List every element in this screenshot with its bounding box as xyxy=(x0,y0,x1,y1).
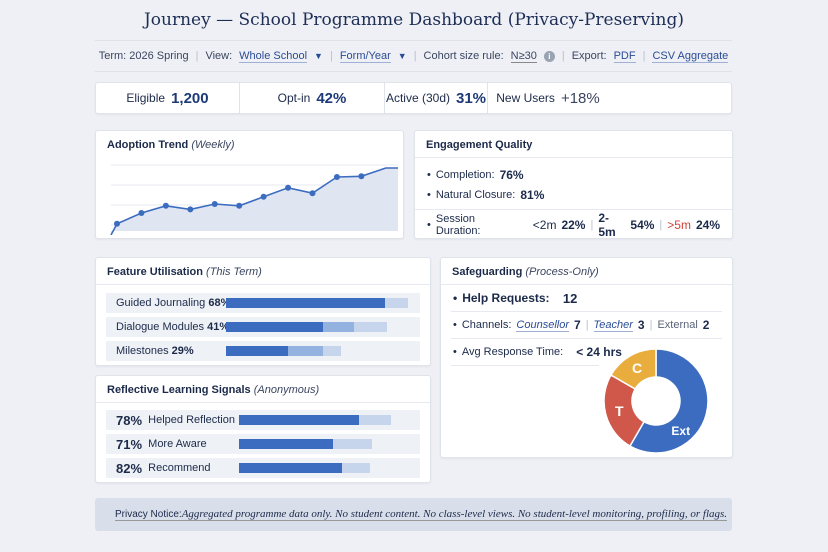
kpi-label: Eligible xyxy=(126,91,166,105)
donut-label: C xyxy=(632,360,642,376)
trend-point xyxy=(187,206,194,213)
chevron-down-icon[interactable]: ▼ xyxy=(397,51,407,61)
view-dropdown[interactable]: Whole School xyxy=(239,49,308,63)
trend-point xyxy=(260,193,267,200)
export-pdf-link[interactable]: PDF xyxy=(613,49,636,63)
feature-row: Dialogue Modules 41% xyxy=(106,317,420,337)
privacy-notice: Privacy Notice:Aggregated programme data… xyxy=(95,498,732,531)
kpi-strip: Eligible 1,200 Opt-in 42% Active (30d) 31% … xyxy=(95,82,732,114)
donut-label: T xyxy=(615,403,624,419)
export-csv-link[interactable]: CSV Aggregate xyxy=(652,49,729,63)
adoption-line-chart xyxy=(110,164,398,235)
filter-bar: Term: 2026 Spring | View: Whole School ▼ | … xyxy=(95,40,732,72)
trend-point xyxy=(211,201,218,207)
export-label: Export: xyxy=(571,50,607,62)
kpi-value: 1,200 xyxy=(171,89,209,107)
trend-line xyxy=(110,167,398,235)
info-icon[interactable]: i xyxy=(543,50,555,62)
trend-point xyxy=(138,210,145,216)
cohort-label: Cohort size rule: xyxy=(423,50,504,62)
trend-point xyxy=(162,202,169,209)
kpi-opt-in: Opt-in 42% xyxy=(240,83,385,113)
signal-row: 78% Helped Reflection xyxy=(106,410,420,430)
signal-bar xyxy=(239,463,342,473)
donut-label: Ext xyxy=(671,424,690,438)
card-title: Adoption Trend (Weekly) xyxy=(107,139,235,151)
session-duration-stat: • Session Duration: <2m 22% | 2-5m 54% | >5m… xyxy=(415,209,732,239)
kpi-active: Active (30d) 31% xyxy=(385,83,488,113)
card-title: Safeguarding (Process-Only) xyxy=(441,258,732,285)
term-filter[interactable]: Term: 2026 Spring xyxy=(98,50,189,62)
donut-slice-c xyxy=(609,348,657,391)
kpi-eligible: Eligible 1,200 xyxy=(96,83,240,113)
adoption-trend-card: Adoption Trend (Weekly) xyxy=(95,130,404,239)
response-time-stat: • Avg Response Time: < 24 hrs xyxy=(451,339,622,366)
view-label: View: xyxy=(205,50,233,62)
feature-row: Guided Journaling 68% xyxy=(106,293,420,313)
cohort-value: N≥30 xyxy=(510,49,537,63)
natural-closure-stat: • Natural Closure: 81% xyxy=(427,188,545,202)
kpi-value: 42% xyxy=(316,89,347,107)
card-title: Engagement Quality xyxy=(415,131,732,158)
channels-stat: • Channels: Counsellor 7 | Teacher 3 | Exter… xyxy=(451,312,722,339)
trend-point xyxy=(114,220,120,227)
kpi-new-users: New Users +18% xyxy=(488,83,608,113)
form-year-dropdown[interactable]: Form/Year xyxy=(339,49,391,63)
feature-bar xyxy=(226,346,288,356)
trend-area xyxy=(111,168,398,235)
card-title: Reflective Learning Signals (Anonymous) xyxy=(96,376,430,403)
kpi-label: Opt-in xyxy=(277,91,311,105)
signal-bar xyxy=(239,439,333,449)
engagement-quality-card: Engagement Quality • Completion: 76% • Na… xyxy=(414,130,733,239)
counsellor-link[interactable]: Counsellor xyxy=(516,318,569,332)
page-title: Journey — School Programme Dashboard (Pr… xyxy=(143,10,684,30)
feature-bar xyxy=(226,322,323,332)
channels-donut-chart: Ext T C xyxy=(603,348,709,454)
privacy-label: Privacy Notice: xyxy=(115,509,182,520)
kpi-label: Active (30d) xyxy=(385,91,450,105)
donut-slice-ext xyxy=(628,348,709,454)
feature-bar xyxy=(226,298,385,308)
trend-point xyxy=(285,184,292,191)
privacy-text: Aggregated programme data only. No stude… xyxy=(181,508,728,520)
trend-point xyxy=(236,202,243,209)
completion-stat: • Completion: 76% xyxy=(427,168,524,182)
card-title: Feature Utilisation (This Term) xyxy=(96,258,430,285)
kpi-label: New Users xyxy=(496,91,555,105)
trend-point xyxy=(358,173,365,180)
signal-bar xyxy=(239,415,359,425)
signal-row: 82% Recommend xyxy=(106,458,420,478)
signal-row: 71% More Aware xyxy=(106,434,420,454)
chevron-down-icon[interactable]: ▼ xyxy=(314,51,323,61)
safeguarding-card: Safeguarding (Process-Only) • Help Reque… xyxy=(440,257,733,458)
teacher-link[interactable]: Teacher xyxy=(593,318,633,332)
feature-utilisation-card: Feature Utilisation (This Term) Guided J… xyxy=(95,257,431,366)
kpi-value: 31% xyxy=(456,89,487,107)
trend-point xyxy=(333,174,340,180)
feature-row: Milestones 29% xyxy=(106,341,420,361)
kpi-value: +18% xyxy=(560,89,600,107)
reflective-signals-card: Reflective Learning Signals (Anonymous) … xyxy=(95,375,431,483)
help-requests-stat: • Help Requests: 12 xyxy=(451,285,722,312)
trend-point xyxy=(309,190,316,197)
